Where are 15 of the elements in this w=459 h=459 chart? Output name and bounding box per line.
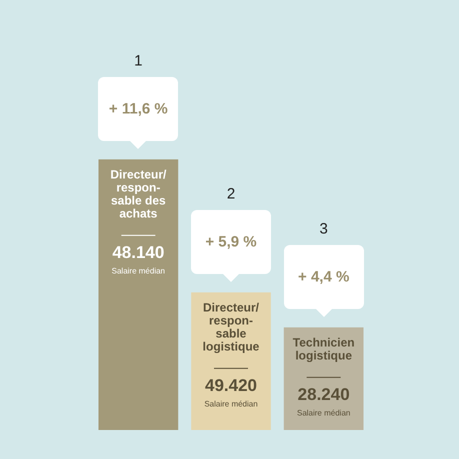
- x-tick-label: Directeur/ respon- sable des achats: [110, 168, 168, 221]
- annotation: 2: [226, 185, 236, 202]
- annotation: 3: [319, 220, 328, 238]
- data-label: + 11,6 %: [108, 100, 168, 118]
- annotation: 48.140: [112, 243, 164, 262]
- annotation: Salaire médian: [112, 266, 166, 276]
- annotation: 49.420: [205, 376, 257, 396]
- data-label: + 4,4 %: [298, 268, 350, 286]
- annotation: Salaire médian: [296, 408, 350, 418]
- annotation: 28.240: [298, 385, 350, 404]
- data-label: + 5,9 %: [205, 233, 257, 250]
- x-tick-label: Technicien logistique: [292, 336, 355, 363]
- x-tick-label: Directeur/ respon- sable logistique: [202, 300, 260, 354]
- text: 1: [134, 52, 143, 70]
- annotation: Salaire médian: [204, 400, 258, 409]
